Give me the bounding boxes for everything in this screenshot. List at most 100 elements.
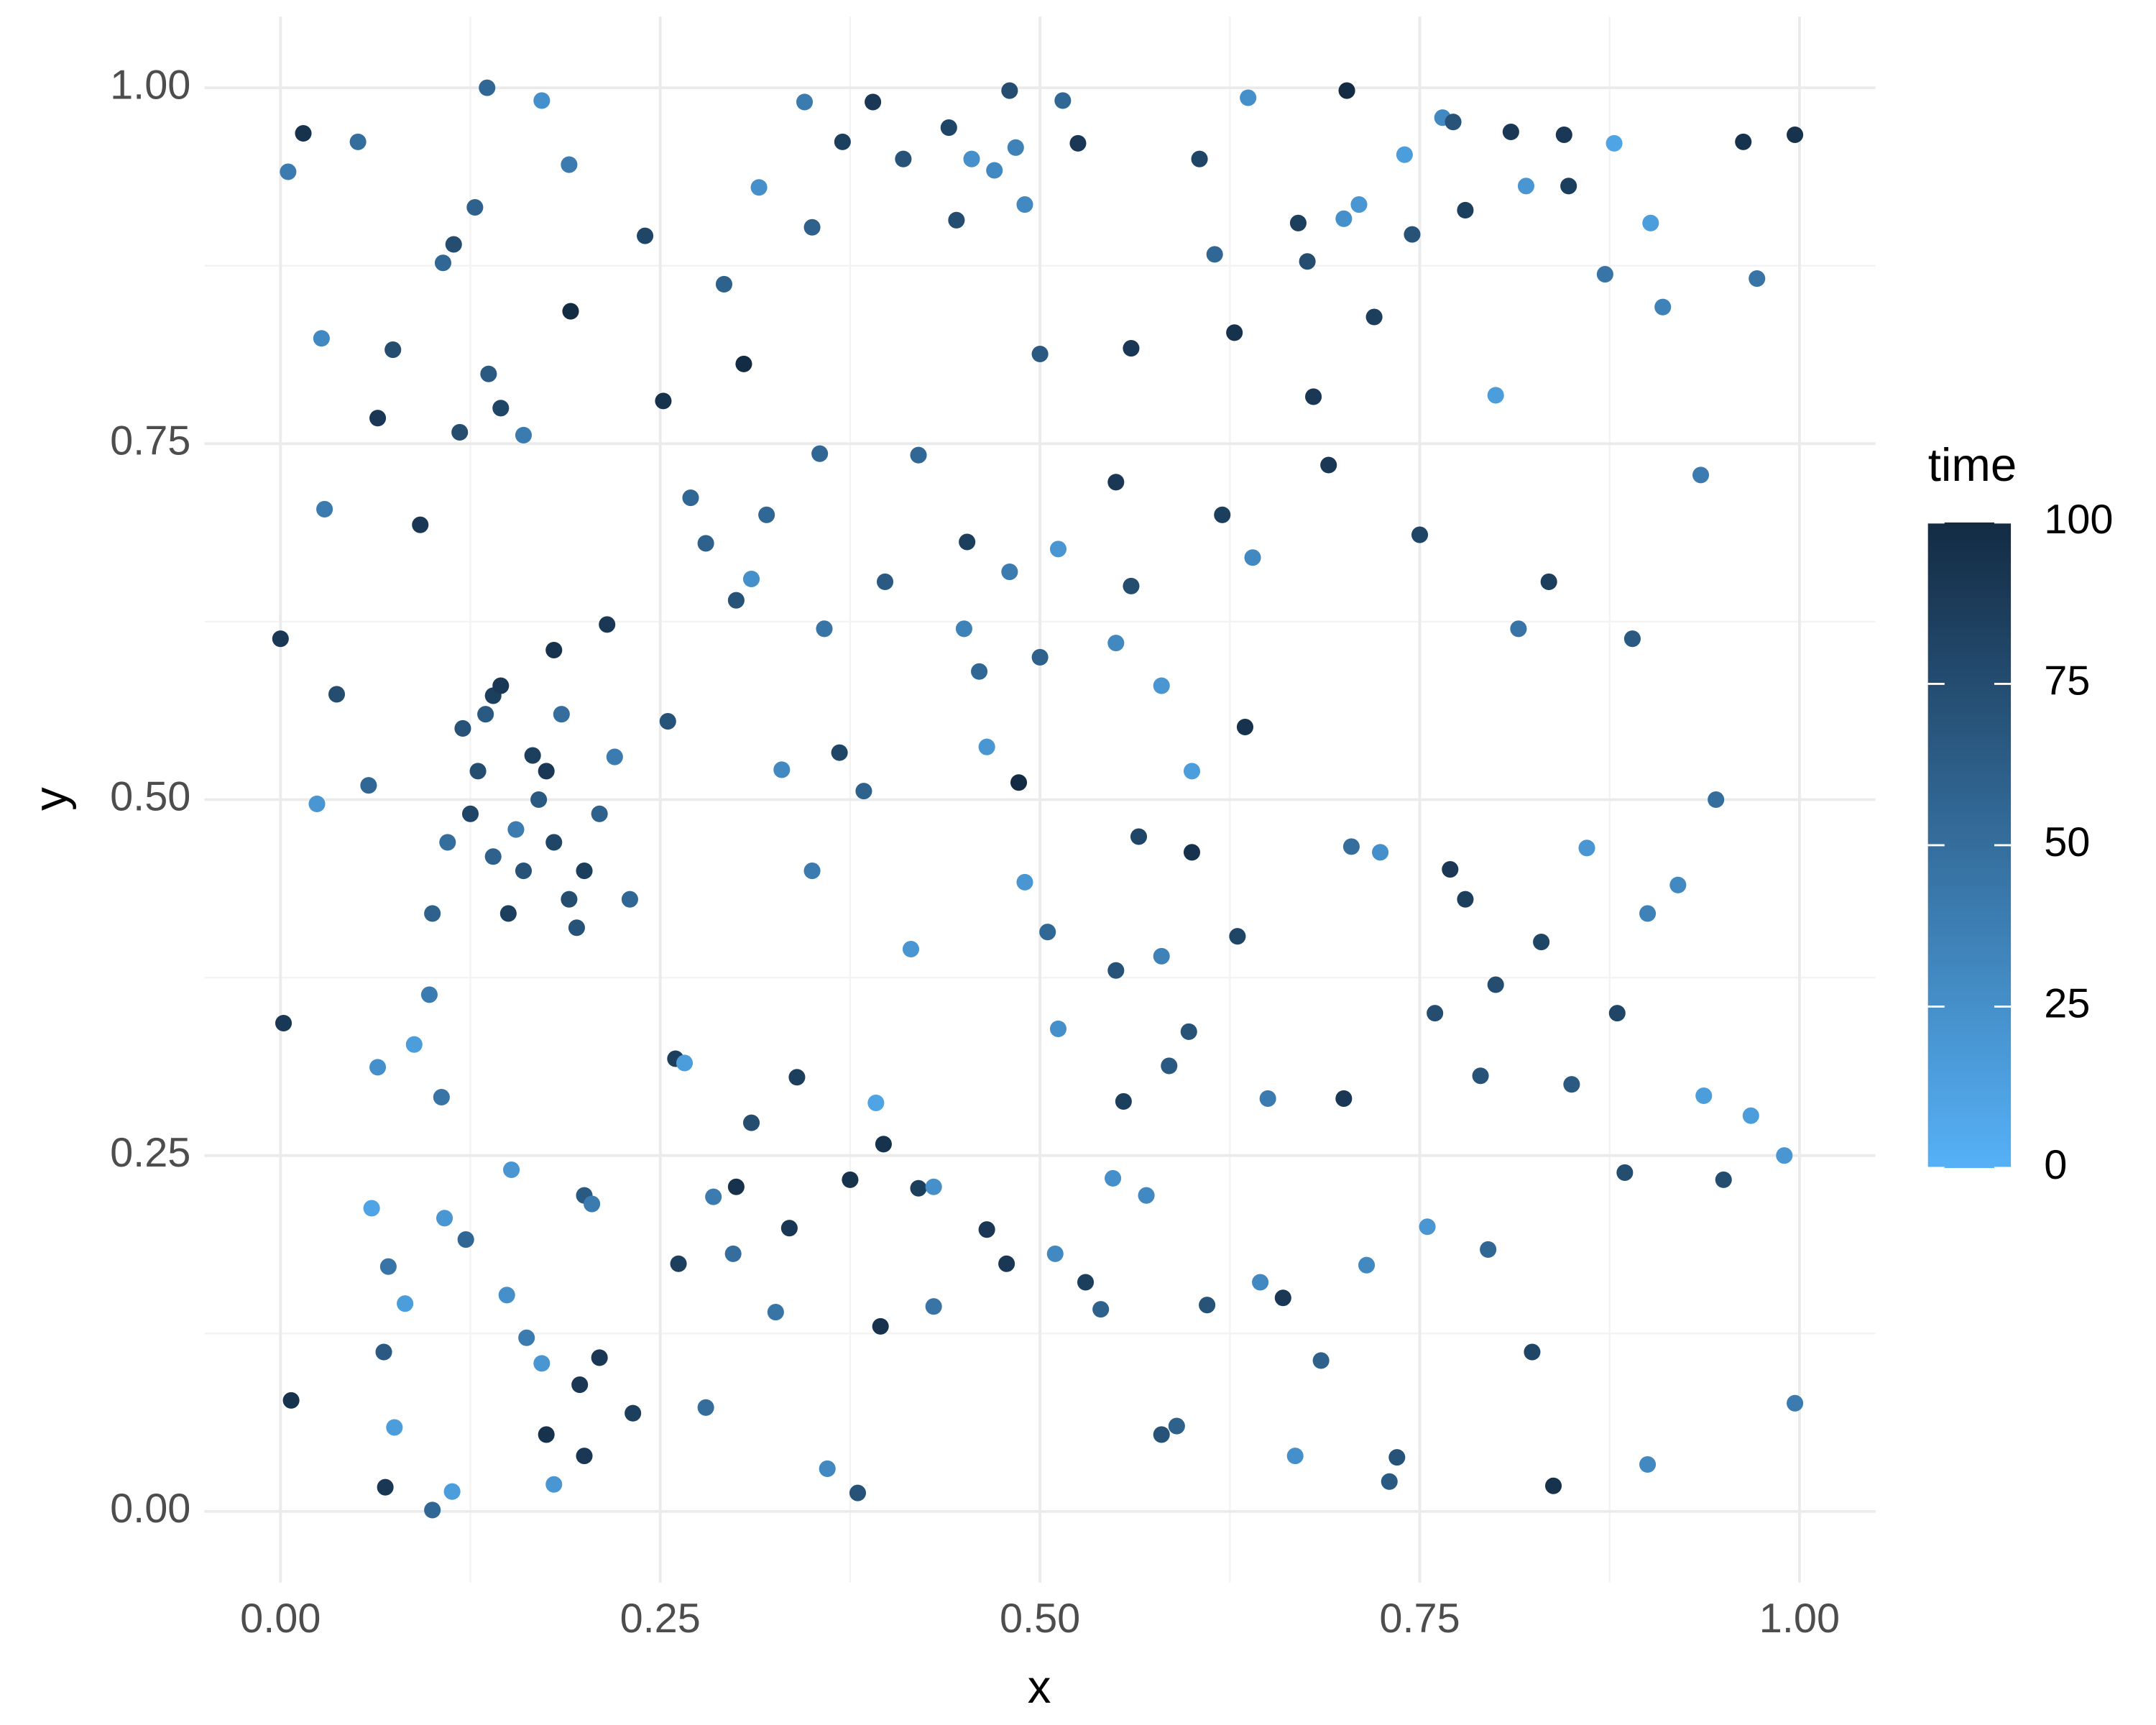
point <box>1105 1169 1122 1187</box>
point <box>1191 150 1208 167</box>
point <box>1115 1092 1132 1110</box>
point <box>515 862 533 880</box>
point <box>280 163 297 180</box>
point <box>492 677 510 694</box>
point <box>1335 1090 1353 1107</box>
point <box>591 805 608 822</box>
point <box>1289 214 1307 231</box>
point <box>1274 1289 1291 1307</box>
axes: 0.00 0.25 0.50 0.75 1.00 0.00 0.25 0.50 0.75 1.00 <box>110 62 1840 1642</box>
x-tick-label: 0.75 <box>1379 1596 1460 1642</box>
point <box>386 1419 403 1436</box>
point <box>876 573 894 590</box>
point <box>697 535 714 552</box>
point <box>369 1059 387 1076</box>
point <box>1259 1090 1276 1107</box>
point <box>1236 718 1253 736</box>
point <box>308 795 326 812</box>
point <box>955 620 972 638</box>
y-tick-label: 0.75 <box>110 418 190 464</box>
point <box>1411 526 1429 543</box>
point <box>1229 928 1246 945</box>
point <box>867 1094 885 1111</box>
point <box>499 905 517 922</box>
point <box>803 218 821 236</box>
point <box>963 150 980 167</box>
point <box>1180 1023 1197 1040</box>
point <box>842 1171 859 1188</box>
point <box>1183 844 1201 861</box>
point <box>1046 1245 1064 1262</box>
point <box>986 162 1003 179</box>
point <box>1365 308 1383 326</box>
point <box>978 1221 995 1238</box>
point <box>515 426 533 443</box>
point <box>538 763 555 780</box>
point <box>1350 196 1368 213</box>
point <box>1563 1076 1580 1093</box>
point <box>872 1317 889 1335</box>
point <box>1419 1218 1436 1236</box>
point <box>796 93 814 111</box>
point <box>727 1178 745 1195</box>
point <box>1335 210 1353 227</box>
point <box>1544 1477 1562 1494</box>
point <box>1183 763 1201 780</box>
point <box>571 1376 589 1394</box>
point <box>773 761 791 778</box>
point <box>676 1054 694 1072</box>
point <box>1695 1087 1713 1105</box>
point <box>1787 126 1804 144</box>
point <box>576 862 593 880</box>
point <box>1244 549 1261 566</box>
point <box>1299 253 1316 270</box>
point <box>360 777 377 794</box>
point <box>606 748 623 765</box>
point <box>1107 635 1125 652</box>
point <box>1252 1274 1269 1291</box>
point <box>659 713 676 730</box>
y-tick-label: 0.50 <box>110 774 190 820</box>
point <box>568 919 585 937</box>
point <box>530 791 548 809</box>
point <box>272 630 289 648</box>
point <box>1305 388 1322 405</box>
point <box>480 365 497 382</box>
point <box>443 1483 461 1500</box>
point <box>1107 474 1125 491</box>
colorbar-tick-label: 50 <box>2044 819 2090 865</box>
point <box>498 1287 515 1304</box>
colorbar-tick-label: 25 <box>2044 981 2090 1027</box>
point <box>1123 340 1140 357</box>
colorbar-tick-label: 100 <box>2044 497 2113 543</box>
x-tick-label: 0.50 <box>1000 1596 1080 1642</box>
point <box>1596 266 1613 283</box>
point <box>405 1036 423 1053</box>
point <box>1358 1256 1376 1274</box>
point <box>1199 1297 1216 1314</box>
point <box>349 133 367 150</box>
point <box>1616 1164 1634 1181</box>
point <box>925 1178 942 1195</box>
point <box>724 1245 742 1262</box>
point <box>599 616 616 633</box>
point <box>978 738 995 755</box>
point <box>397 1295 414 1312</box>
point <box>412 516 429 533</box>
point <box>1206 246 1223 263</box>
point <box>788 1069 806 1086</box>
point <box>767 1304 784 1321</box>
point <box>1735 133 1752 150</box>
point <box>524 747 541 764</box>
point <box>375 1343 392 1361</box>
point <box>1161 1057 1178 1075</box>
point <box>469 763 487 780</box>
colorbar-tick-label: 75 <box>2044 658 2090 704</box>
point <box>1517 178 1535 195</box>
point <box>1153 1426 1170 1443</box>
point <box>275 1014 292 1032</box>
point <box>479 79 496 96</box>
point <box>655 392 672 410</box>
